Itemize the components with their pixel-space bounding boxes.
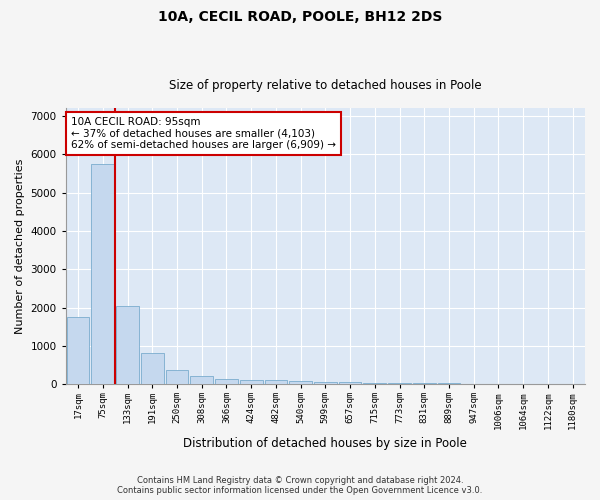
- Bar: [413, 383, 436, 384]
- Bar: [240, 380, 263, 384]
- X-axis label: Distribution of detached houses by size in Poole: Distribution of detached houses by size …: [184, 437, 467, 450]
- Text: Contains HM Land Registry data © Crown copyright and database right 2024.
Contai: Contains HM Land Registry data © Crown c…: [118, 476, 482, 495]
- Bar: [339, 382, 361, 384]
- Bar: [166, 370, 188, 384]
- Bar: [141, 352, 164, 384]
- Bar: [265, 380, 287, 384]
- Bar: [91, 164, 114, 384]
- Bar: [388, 383, 411, 384]
- Bar: [215, 379, 238, 384]
- Text: 10A CECIL ROAD: 95sqm
← 37% of detached houses are smaller (4,103)
62% of semi-d: 10A CECIL ROAD: 95sqm ← 37% of detached …: [71, 116, 336, 150]
- Bar: [190, 376, 213, 384]
- Bar: [314, 382, 337, 384]
- Bar: [289, 381, 312, 384]
- Bar: [67, 317, 89, 384]
- Text: 10A, CECIL ROAD, POOLE, BH12 2DS: 10A, CECIL ROAD, POOLE, BH12 2DS: [158, 10, 442, 24]
- Bar: [116, 306, 139, 384]
- Y-axis label: Number of detached properties: Number of detached properties: [15, 158, 25, 334]
- Title: Size of property relative to detached houses in Poole: Size of property relative to detached ho…: [169, 79, 482, 92]
- Bar: [364, 382, 386, 384]
